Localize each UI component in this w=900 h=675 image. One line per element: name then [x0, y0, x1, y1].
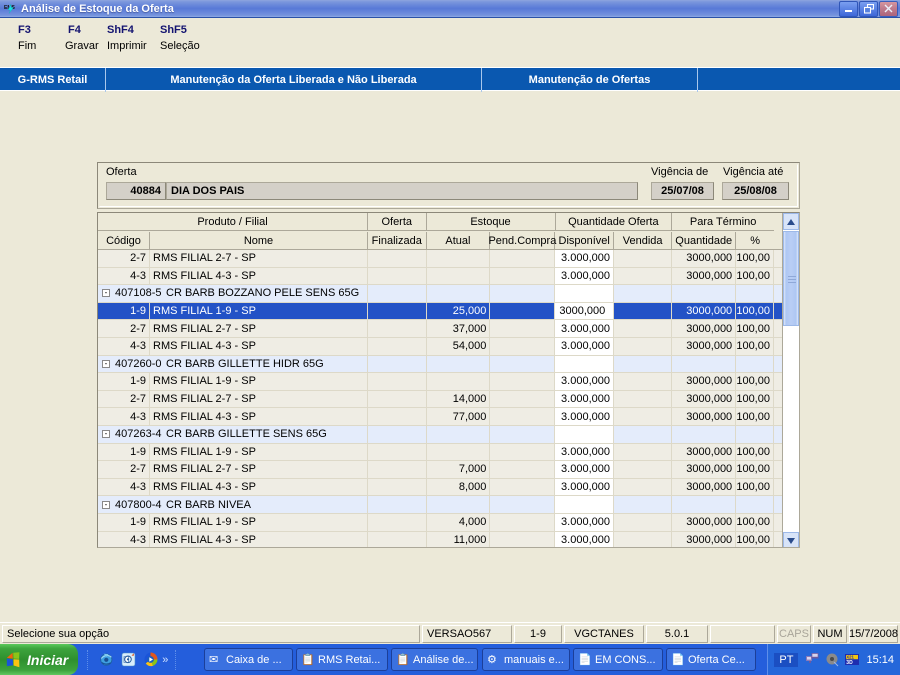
svg-text:3D: 3D: [847, 660, 854, 666]
svg-text:X21: X21: [847, 654, 855, 659]
